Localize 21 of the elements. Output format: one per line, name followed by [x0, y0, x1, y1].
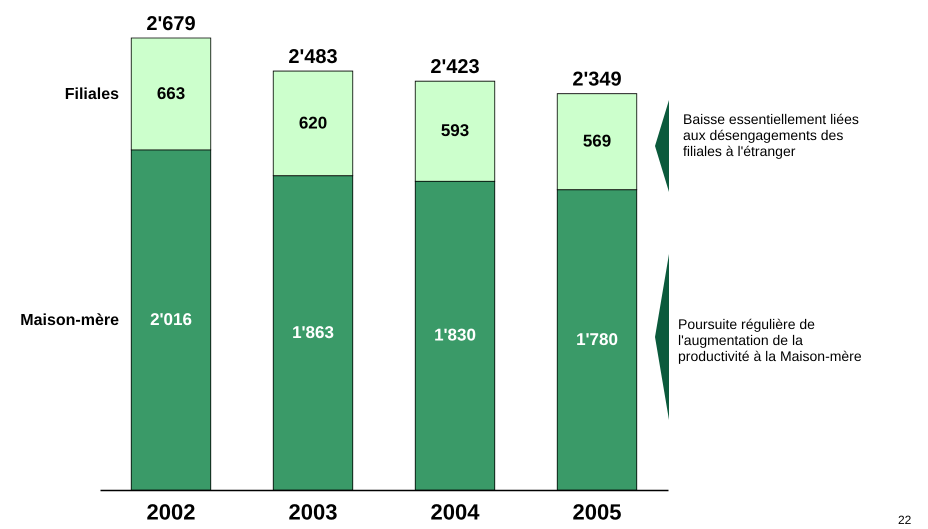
data-label: 593	[440, 121, 470, 140]
total-label: 2'349	[572, 68, 622, 91]
series-label: Filiales	[64, 86, 120, 103]
x-tick-label: 2003	[288, 500, 338, 524]
data-label: 1'830	[434, 326, 476, 345]
data-label: 1'780	[576, 330, 618, 349]
x-tick-label: 2005	[572, 500, 622, 524]
data-label: 569	[582, 132, 612, 151]
text: Poursuite régulière de l'augmentation de la productivité à la Maison-mère	[678, 316, 862, 364]
x-tick-label: 2002	[146, 500, 196, 524]
series-label: Maison-mère	[20, 312, 120, 329]
data-label: 663	[156, 84, 186, 103]
x-tick-label: 2004	[430, 500, 480, 524]
total-label: 2'423	[430, 56, 480, 78]
text: 22	[898, 512, 912, 528]
data-label: 1'863	[292, 322, 334, 342]
data-label: 2'016	[150, 310, 192, 329]
total-label: 2'483	[288, 46, 338, 68]
total-label: 2'679	[146, 13, 196, 35]
text: Baisse essentiellement liées aux désengagements des filiales à l'étranger	[683, 111, 859, 159]
data-label: 620	[298, 113, 328, 132]
